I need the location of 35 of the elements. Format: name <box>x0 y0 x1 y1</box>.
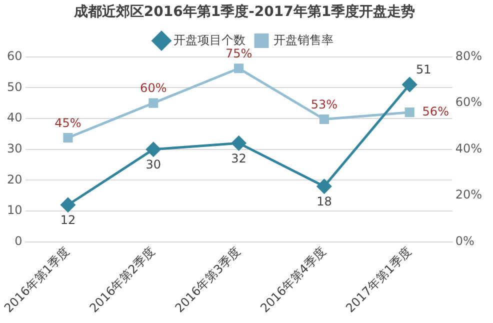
point <box>234 64 244 74</box>
point <box>316 179 332 194</box>
data-label: 32 <box>231 151 246 166</box>
point <box>60 198 76 212</box>
data-label: 75% <box>225 46 252 60</box>
y-tick-label: 50 <box>6 80 22 94</box>
legend-label: 开盘项目个数 <box>174 32 246 47</box>
y-tick-label: 30 <box>6 141 22 156</box>
y-tick-label: 40 <box>6 110 22 125</box>
chart-title: 成都近郊区2016年第1季度-2017年第1季度开盘走势 <box>72 3 416 20</box>
y2-tick-label: 80% <box>455 48 482 63</box>
y2-tick-label: 40% <box>455 141 482 156</box>
point <box>63 132 73 143</box>
legend-label: 开盘销售率 <box>274 32 334 47</box>
data-label: 56% <box>422 104 449 118</box>
data-label: 30 <box>146 157 162 172</box>
y2-tick-label: 0% <box>455 234 474 248</box>
y-tick-label: 10 <box>6 203 22 218</box>
point <box>146 142 161 157</box>
data-label: 53% <box>310 97 338 112</box>
data-label: 51 <box>416 62 432 77</box>
data-label: 45% <box>54 116 82 130</box>
point <box>402 77 417 92</box>
point <box>319 114 329 124</box>
y-tick-label: 20 <box>6 172 22 186</box>
point <box>232 136 246 150</box>
y2-tick-label: 60% <box>455 95 482 110</box>
y2-tick-label: 20% <box>455 188 482 202</box>
point <box>148 98 158 108</box>
point <box>404 108 414 118</box>
data-label: 12 <box>60 212 76 227</box>
data-label: 18 <box>316 194 332 208</box>
y-tick-label: 0 <box>14 234 22 248</box>
data-label: 60% <box>140 81 167 96</box>
y-tick-label: 60 <box>6 48 22 63</box>
